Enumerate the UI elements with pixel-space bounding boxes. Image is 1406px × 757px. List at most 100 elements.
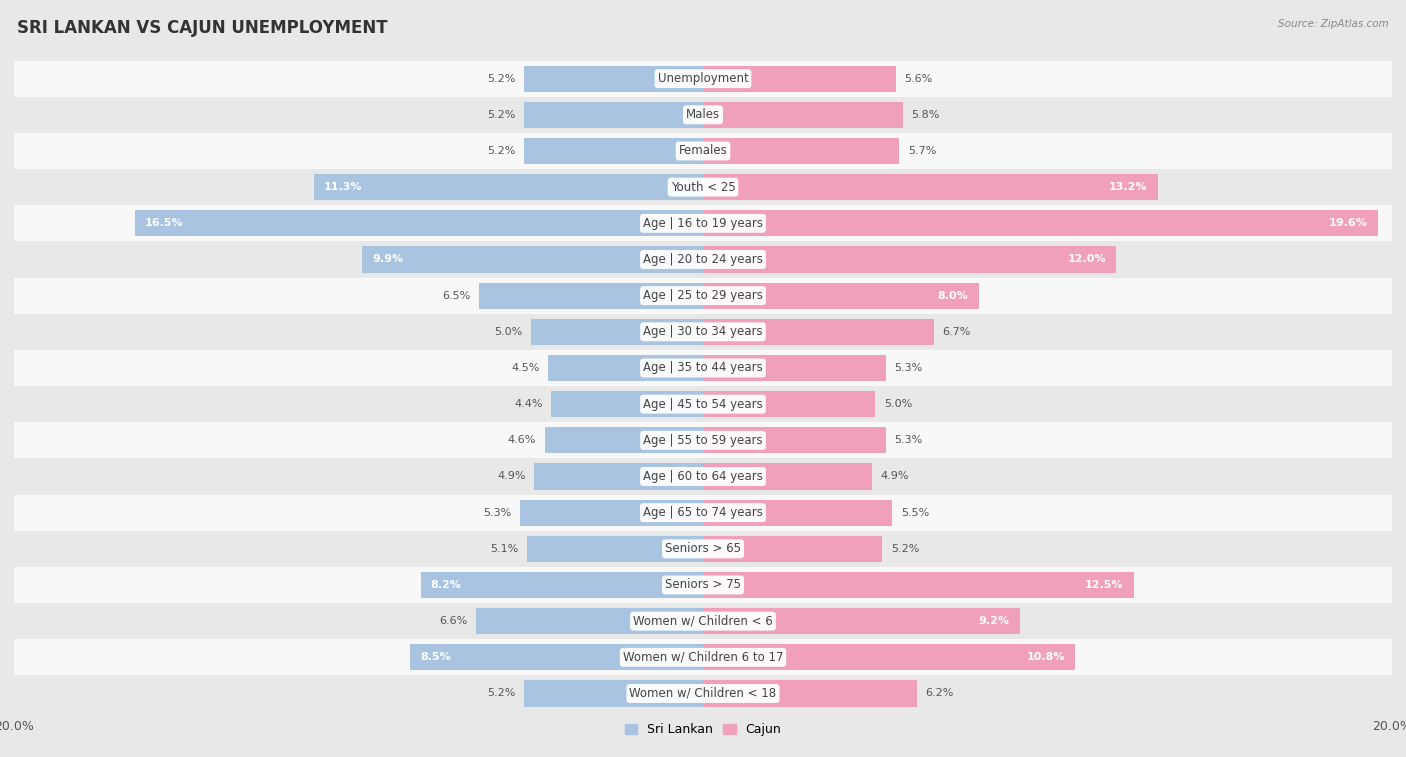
Text: Age | 30 to 34 years: Age | 30 to 34 years [643,326,763,338]
Bar [14,603,1392,639]
Text: Age | 65 to 74 years: Age | 65 to 74 years [643,506,763,519]
Text: Age | 25 to 29 years: Age | 25 to 29 years [643,289,763,302]
Bar [14,531,1392,567]
Text: 10.8%: 10.8% [1026,653,1064,662]
Text: 11.3%: 11.3% [323,182,363,192]
Bar [135,210,703,236]
Bar [420,572,703,598]
Bar [14,386,1392,422]
Bar [14,169,1392,205]
Bar [703,391,875,417]
Text: 4.9%: 4.9% [880,472,908,481]
Bar [548,355,703,381]
Text: 5.5%: 5.5% [901,508,929,518]
Bar [524,66,703,92]
Text: 8.0%: 8.0% [938,291,969,301]
Bar [479,282,703,309]
Text: 4.5%: 4.5% [510,363,540,373]
Text: 9.9%: 9.9% [373,254,404,264]
Text: 16.5%: 16.5% [145,218,184,229]
Bar [411,644,703,671]
Text: 8.2%: 8.2% [430,580,461,590]
Bar [14,205,1392,241]
Text: 13.2%: 13.2% [1109,182,1147,192]
Text: Age | 45 to 54 years: Age | 45 to 54 years [643,397,763,410]
Bar [14,241,1392,278]
Text: 12.5%: 12.5% [1085,580,1123,590]
Text: 6.7%: 6.7% [942,327,970,337]
Bar [703,138,900,164]
Text: 19.6%: 19.6% [1329,218,1368,229]
Bar [703,463,872,490]
Text: 5.2%: 5.2% [486,146,515,156]
Text: Women w/ Children < 6: Women w/ Children < 6 [633,615,773,628]
Bar [14,459,1392,494]
Bar [703,500,893,525]
Bar [14,350,1392,386]
Bar [703,282,979,309]
Text: Age | 55 to 59 years: Age | 55 to 59 years [643,434,763,447]
Legend: Sri Lankan, Cajun: Sri Lankan, Cajun [620,718,786,741]
Bar [524,138,703,164]
Bar [703,174,1157,200]
Bar [14,567,1392,603]
Bar [703,608,1019,634]
Text: 5.3%: 5.3% [894,363,922,373]
Text: Seniors > 75: Seniors > 75 [665,578,741,591]
Bar [14,422,1392,459]
Bar [703,644,1076,671]
Text: 5.2%: 5.2% [486,73,515,83]
Text: 5.2%: 5.2% [891,544,920,554]
Bar [703,536,882,562]
Bar [527,536,703,562]
Bar [314,174,703,200]
Text: SRI LANKAN VS CAJUN UNEMPLOYMENT: SRI LANKAN VS CAJUN UNEMPLOYMENT [17,19,388,37]
Text: Unemployment: Unemployment [658,72,748,85]
Text: 6.6%: 6.6% [439,616,467,626]
Text: 5.7%: 5.7% [908,146,936,156]
Bar [475,608,703,634]
Bar [703,66,896,92]
Text: 5.8%: 5.8% [911,110,939,120]
Text: 12.0%: 12.0% [1067,254,1107,264]
Text: Women w/ Children < 18: Women w/ Children < 18 [630,687,776,700]
Text: 6.2%: 6.2% [925,689,953,699]
Bar [703,319,934,345]
Bar [524,101,703,128]
Text: 5.3%: 5.3% [484,508,512,518]
Text: 4.6%: 4.6% [508,435,536,445]
Bar [14,97,1392,133]
Bar [14,494,1392,531]
Text: 4.9%: 4.9% [498,472,526,481]
Bar [14,639,1392,675]
Bar [531,319,703,345]
Bar [544,427,703,453]
Bar [524,681,703,706]
Bar [551,391,703,417]
Bar [361,247,703,273]
Text: 4.4%: 4.4% [515,399,543,409]
Text: 5.1%: 5.1% [491,544,519,554]
Bar [703,101,903,128]
Text: Age | 20 to 24 years: Age | 20 to 24 years [643,253,763,266]
Bar [14,133,1392,169]
Text: 5.2%: 5.2% [486,689,515,699]
Text: Age | 35 to 44 years: Age | 35 to 44 years [643,362,763,375]
Text: Source: ZipAtlas.com: Source: ZipAtlas.com [1278,19,1389,29]
Bar [14,313,1392,350]
Bar [534,463,703,490]
Text: 5.6%: 5.6% [904,73,932,83]
Text: Females: Females [679,145,727,157]
Text: Age | 16 to 19 years: Age | 16 to 19 years [643,217,763,230]
Bar [703,355,886,381]
Bar [14,278,1392,313]
Bar [520,500,703,525]
Text: 5.2%: 5.2% [486,110,515,120]
Bar [703,427,886,453]
Bar [14,675,1392,712]
Text: Seniors > 65: Seniors > 65 [665,542,741,556]
Text: 8.5%: 8.5% [420,653,451,662]
Bar [703,210,1378,236]
Bar [14,61,1392,97]
Text: Women w/ Children 6 to 17: Women w/ Children 6 to 17 [623,651,783,664]
